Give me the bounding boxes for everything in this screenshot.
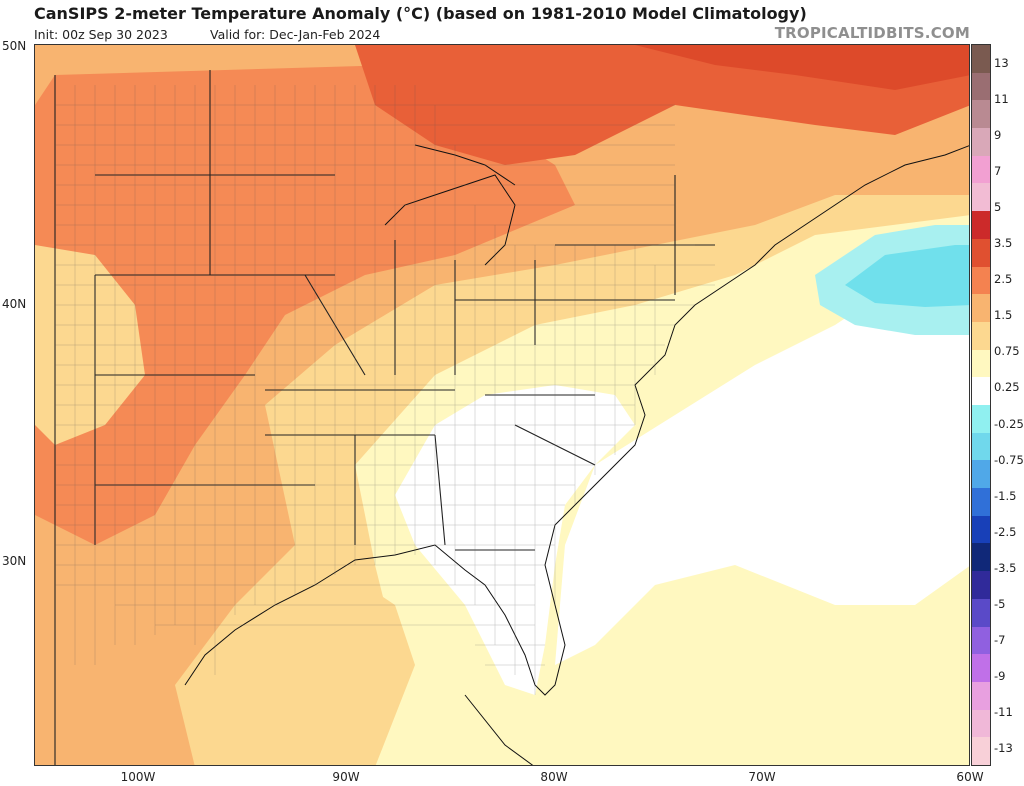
color-scale-swatch (972, 100, 990, 129)
color-scale-label: 3.5 (994, 236, 1013, 251)
color-scale-swatch (972, 211, 990, 240)
color-scale-swatch (972, 405, 990, 434)
lon-label-90w: 90W (332, 770, 360, 784)
anomaly-white-atlantic (555, 246, 969, 665)
color-scale-label: -3.5 (994, 560, 1017, 575)
lat-label-30n: 30N (2, 554, 27, 568)
lat-label-40n: 40N (2, 297, 27, 311)
color-scale-swatch (972, 460, 990, 489)
color-scale-label: 1.5 (994, 308, 1013, 323)
color-scale-swatch (972, 72, 990, 101)
color-scale-swatch (972, 709, 990, 738)
color-scale-swatch (972, 681, 990, 711)
color-scale-label: -2.5 (994, 524, 1017, 539)
color-scale-label: -11 (994, 704, 1013, 719)
color-scale-swatch (972, 155, 990, 184)
color-scale-swatch (972, 543, 990, 572)
color-scale-label: -1.5 (994, 488, 1017, 503)
lon-label-60w: 60W (956, 770, 984, 784)
color-scale-label: 2.5 (994, 272, 1013, 287)
color-scale-swatch (972, 737, 990, 766)
color-scale-swatch (972, 183, 990, 212)
color-scale-label: -5 (994, 596, 1006, 611)
anomaly-red-core (635, 45, 969, 90)
anomaly-gulf (205, 565, 415, 765)
color-scale-bar (971, 44, 991, 766)
color-scale-swatch (972, 488, 990, 517)
color-scale-swatch (972, 266, 990, 295)
color-scale-label: -13 (994, 741, 1013, 755)
color-scale-swatch (972, 598, 990, 628)
color-scale-label: 11 (994, 92, 1009, 107)
color-scale-swatch (972, 432, 990, 461)
map-panel (34, 44, 970, 766)
lat-label-50n: 50N (2, 39, 27, 53)
color-scale-label: -0.25 (994, 416, 1024, 431)
color-scale-label: -0.75 (994, 452, 1024, 467)
lon-label-80w: 80W (540, 770, 568, 784)
color-scale-label: 7 (994, 164, 1002, 179)
lon-label-70w: 70W (748, 770, 776, 784)
color-scale-swatch (972, 377, 990, 406)
color-scale-label: -7 (994, 632, 1006, 647)
anomaly-map (35, 45, 969, 765)
color-scale-swatch (972, 128, 990, 157)
color-scale-swatch (972, 294, 990, 323)
color-scale-swatch (972, 571, 990, 600)
color-scale-swatch (972, 349, 990, 378)
color-scale-swatch (972, 238, 990, 268)
color-scale-swatch (972, 654, 990, 683)
color-scale-label: -9 (994, 668, 1006, 683)
map-title: CanSIPS 2-meter Temperature Anomaly (°C)… (34, 4, 807, 23)
color-scale-label: 5 (994, 200, 1002, 215)
site-credit: TROPICALTIDBITS.COM (774, 24, 970, 42)
color-scale-swatch (972, 321, 990, 351)
county-grid (55, 85, 715, 695)
color-scale-label: 9 (994, 128, 1002, 143)
color-scale-swatch (972, 515, 990, 544)
valid-period: Valid for: Dec-Jan-Feb 2024 (210, 27, 381, 42)
lon-label-100w: 100W (120, 770, 156, 784)
color-scale-swatch (972, 45, 990, 74)
color-scale-label: 0.75 (994, 344, 1020, 359)
color-scale-swatch (972, 626, 990, 655)
color-scale-label: 13 (994, 56, 1009, 70)
anomaly-cool-core (845, 245, 969, 307)
color-scale-label: 0.25 (994, 380, 1020, 395)
init-time: Init: 00z Sep 30 2023 (34, 27, 168, 42)
